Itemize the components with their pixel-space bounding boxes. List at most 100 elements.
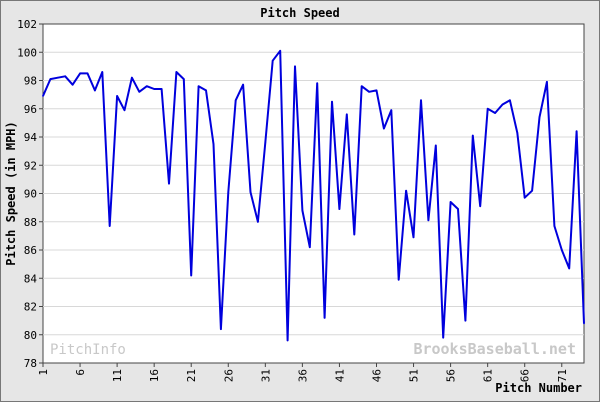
data-point (464, 319, 467, 322)
data-point (353, 233, 356, 236)
data-point (279, 50, 282, 52)
x-tick-label: 26 (222, 369, 235, 382)
data-point (64, 75, 66, 78)
data-point (160, 88, 163, 90)
data-point (316, 82, 319, 85)
data-point (94, 89, 96, 92)
x-tick-label: 46 (370, 369, 383, 382)
data-point (412, 236, 415, 239)
x-tick-label: 21 (185, 369, 198, 382)
data-point (568, 267, 570, 270)
x-tick-label: 11 (111, 369, 124, 382)
data-point (86, 72, 89, 75)
x-tick-label: 16 (148, 369, 161, 382)
data-point (146, 85, 148, 87)
data-point (101, 71, 104, 73)
data-point (286, 339, 289, 342)
data-point (375, 89, 378, 92)
data-point (360, 85, 363, 87)
y-tick-label: 92 (24, 159, 37, 172)
data-point (197, 85, 200, 87)
data-point (501, 103, 504, 106)
data-point (257, 221, 259, 223)
data-point (249, 191, 252, 193)
data-point (472, 134, 474, 137)
data-point (583, 322, 585, 325)
data-point (301, 209, 304, 212)
data-point (212, 143, 215, 145)
data-point (183, 78, 185, 80)
data-point (479, 205, 482, 207)
data-point (442, 336, 445, 339)
y-tick-label: 78 (24, 357, 37, 370)
data-point (346, 113, 348, 116)
data-point (390, 109, 393, 111)
data-point (457, 208, 459, 210)
data-point (538, 116, 541, 118)
data-point (42, 95, 44, 97)
data-point (397, 278, 400, 281)
y-tick-label: 102 (17, 18, 37, 31)
data-point (449, 201, 452, 203)
x-tick-label: 31 (259, 369, 272, 382)
gridlines (43, 51, 584, 336)
data-point (57, 76, 59, 79)
data-point (494, 112, 496, 114)
x-tick-label: 36 (296, 369, 309, 382)
y-tick-label: 84 (24, 272, 38, 285)
x-tick-label: 41 (333, 369, 346, 382)
data-point (123, 109, 126, 111)
data-point (220, 328, 222, 330)
x-tick-label: 1 (37, 369, 50, 376)
y-tick-label: 82 (24, 301, 37, 314)
data-point (509, 99, 511, 102)
x-tick-label: 66 (519, 369, 532, 382)
y-axis-label: Pitch Speed (in MPH) (4, 121, 18, 266)
data-point (271, 59, 274, 62)
watermarks: PitchInfo BrooksBaseball.net (50, 340, 576, 358)
data-point (309, 246, 311, 248)
data-point (420, 99, 422, 102)
data-point (294, 65, 296, 68)
data-point (190, 274, 192, 277)
y-tick-label: 90 (24, 188, 37, 201)
data-point (108, 225, 111, 227)
x-axis-label: Pitch Number (495, 381, 582, 395)
data-point (138, 91, 141, 93)
data-point (561, 249, 563, 251)
data-point (323, 317, 326, 319)
data-point (427, 219, 430, 222)
x-tick-label: 51 (408, 369, 421, 382)
x-axis-ticks: 1 6 11 16 21 26 31 36 41 46 51 56 61 66 71 (37, 363, 569, 382)
data-point (71, 83, 74, 86)
data-point (383, 127, 385, 130)
data-point (168, 182, 170, 185)
y-axis-ticks: 78 80 82 84 86 88 90 92 94 96 98 100 102 (17, 18, 43, 370)
data-point (575, 130, 578, 133)
watermark-brooksbaseball: BrooksBaseball.net (413, 340, 576, 358)
data-point (227, 191, 230, 193)
data-point (405, 189, 407, 192)
data-point (338, 208, 341, 210)
series-line (42, 49, 585, 342)
series-group (42, 49, 585, 342)
data-point (131, 76, 133, 79)
data-point (264, 141, 267, 144)
data-point (331, 100, 333, 103)
data-point (368, 91, 370, 93)
data-point (153, 88, 155, 90)
x-tick-label: 56 (445, 369, 458, 382)
data-point (234, 99, 237, 102)
y-tick-label: 88 (24, 216, 37, 229)
data-point (516, 132, 519, 134)
y-tick-label: 80 (24, 329, 37, 342)
data-point (242, 83, 244, 86)
y-tick-label: 96 (24, 103, 37, 116)
x-tick-label: 6 (74, 369, 87, 376)
y-tick-label: 100 (17, 46, 37, 59)
y-tick-label: 94 (24, 131, 38, 144)
watermark-pitchinfo: PitchInfo (50, 342, 126, 358)
x-tick-label: 61 (482, 369, 495, 382)
